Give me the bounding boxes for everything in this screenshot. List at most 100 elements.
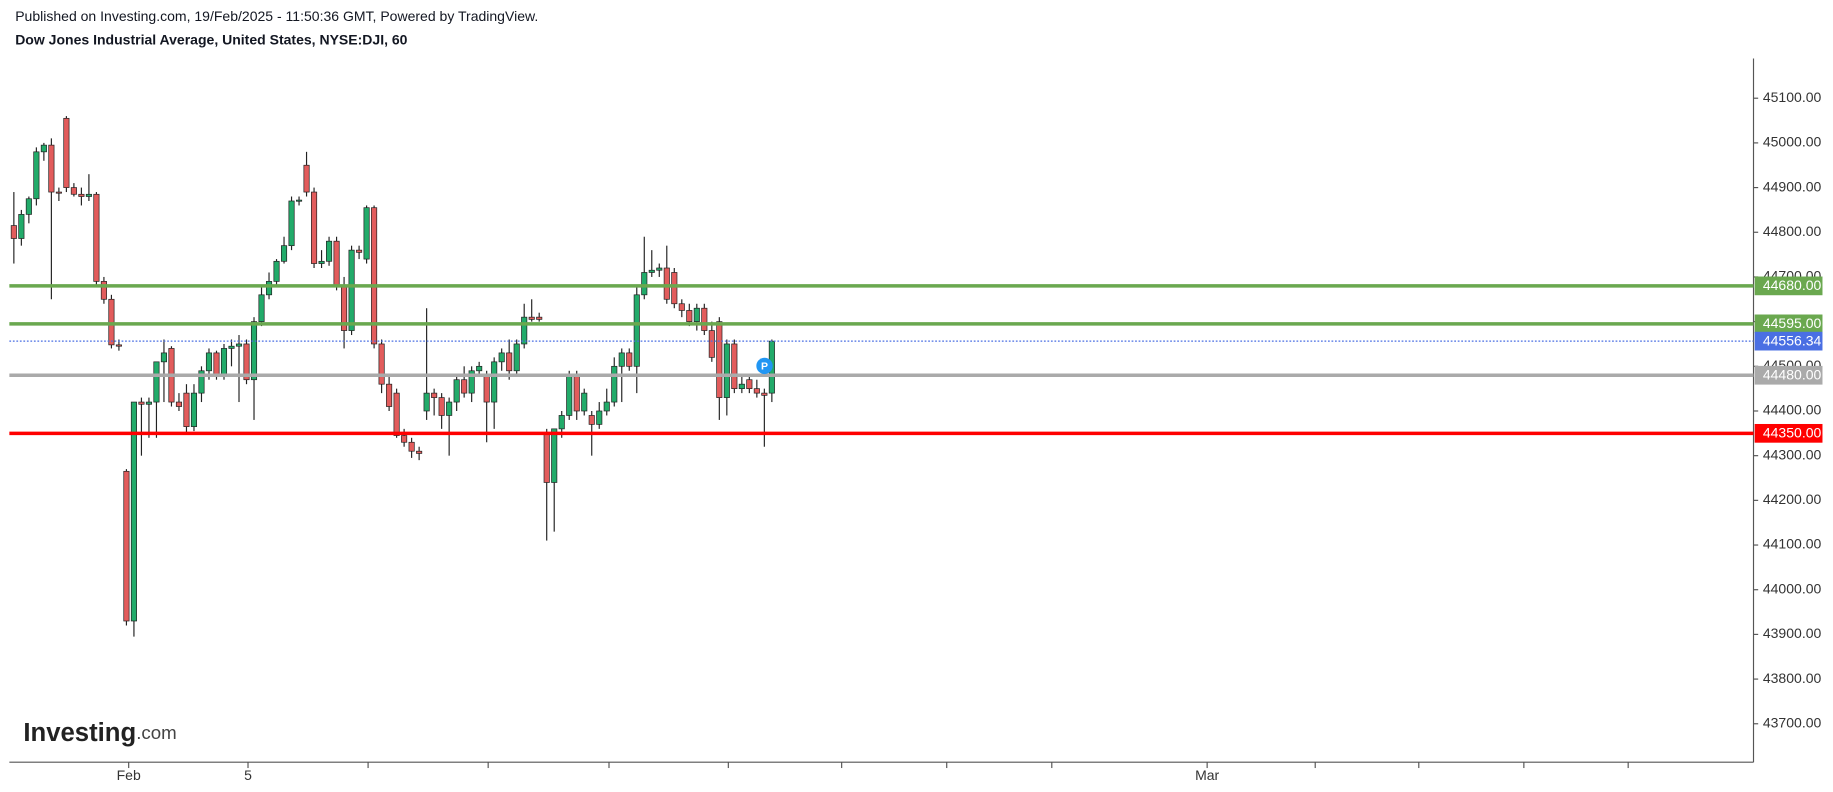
event-marker xyxy=(756,357,773,375)
candle-body xyxy=(558,415,565,430)
candle-body xyxy=(468,370,475,394)
candle-body xyxy=(213,352,220,376)
candle-body xyxy=(746,379,753,390)
y-tick-label: 44200.00 xyxy=(1763,491,1822,507)
candle-body xyxy=(423,392,430,412)
logo-suffix: .com xyxy=(136,722,176,743)
candle-body xyxy=(521,316,528,345)
candle-body xyxy=(371,207,378,345)
candle-body xyxy=(446,401,453,416)
candle-body xyxy=(536,316,543,320)
candle-body xyxy=(656,267,663,271)
candle-body xyxy=(498,352,505,363)
candle-body xyxy=(228,345,235,349)
level-label: 44556.34 xyxy=(1763,332,1822,348)
candle-body xyxy=(596,410,603,425)
candle-body xyxy=(476,365,483,372)
candle-body xyxy=(528,316,535,320)
candle-body xyxy=(461,379,468,394)
candle-body xyxy=(641,272,648,296)
candle-body xyxy=(693,307,700,322)
candle-body xyxy=(318,260,325,264)
candle-body xyxy=(296,199,303,202)
candle-body xyxy=(250,321,258,381)
candle-body xyxy=(303,164,310,193)
candle-body xyxy=(115,344,122,347)
plot-area: 43700.00 43800.00 43900.00 44000.00 44100.00… xyxy=(9,89,1823,783)
candle-body xyxy=(678,303,685,311)
level-label: 44680.00 xyxy=(1763,277,1822,293)
candle-body xyxy=(70,187,77,195)
x-tick-label: Feb xyxy=(117,767,141,783)
candle-body xyxy=(220,348,228,376)
candle-body xyxy=(205,352,213,372)
y-tick-label: 44800.00 xyxy=(1763,223,1822,239)
candle-body xyxy=(18,214,25,239)
candle-body xyxy=(708,330,715,358)
candle-body xyxy=(626,352,633,367)
candle-body xyxy=(416,450,423,454)
level-label-box xyxy=(1754,276,1823,296)
level-label: 44595.00 xyxy=(1763,315,1822,331)
candle-body xyxy=(356,249,363,253)
level-label: 44480.00 xyxy=(1763,367,1822,383)
x-tick-label: 5 xyxy=(244,767,252,783)
candle-body xyxy=(378,343,385,385)
level-label-box xyxy=(1754,423,1823,443)
candle-body xyxy=(63,117,70,188)
candle-body xyxy=(506,352,513,372)
candle-body xyxy=(153,361,160,403)
candle-body xyxy=(581,392,588,412)
level-label: 44350.00 xyxy=(1763,425,1822,441)
y-tick-label: 44300.00 xyxy=(1763,446,1822,462)
candle-body xyxy=(243,343,250,381)
candle-body xyxy=(671,272,678,305)
candle-body xyxy=(753,388,760,394)
candle-body xyxy=(108,298,115,346)
y-tick-label: 43800.00 xyxy=(1763,670,1822,686)
candle-body xyxy=(761,392,768,396)
candle-body xyxy=(25,198,32,215)
logo: Investing.com xyxy=(23,719,176,747)
candle-body xyxy=(235,343,243,347)
candle-body xyxy=(33,151,40,200)
candle-body xyxy=(438,397,445,416)
y-tick-label: 45000.00 xyxy=(1763,134,1822,150)
level-label-box xyxy=(1754,365,1823,385)
candle-body xyxy=(198,370,205,394)
candle-body xyxy=(175,401,183,407)
y-tick-label: 45100.00 xyxy=(1763,89,1822,105)
candle-body xyxy=(551,428,558,483)
y-tick-label: 44900.00 xyxy=(1763,178,1822,194)
candle-body xyxy=(611,365,618,403)
candle-body xyxy=(311,191,318,264)
candle-body xyxy=(588,415,595,425)
candle-body xyxy=(280,245,288,262)
y-tick-label: 43900.00 xyxy=(1763,625,1822,641)
candle-body xyxy=(10,225,17,239)
candle-body xyxy=(183,392,190,427)
candle-body xyxy=(130,401,137,622)
logo-name: Investing xyxy=(23,719,136,747)
candle-body xyxy=(431,392,438,398)
x-tick-label: Mar xyxy=(1195,767,1219,783)
candle-body xyxy=(123,470,130,622)
candle-body xyxy=(160,352,167,363)
candle-body xyxy=(648,269,655,273)
candle-body xyxy=(265,281,273,296)
candle-body xyxy=(603,401,610,412)
y-tick-label: 44000.00 xyxy=(1763,580,1822,596)
candle-body xyxy=(145,401,152,405)
candle-body xyxy=(408,441,415,452)
candle-body xyxy=(393,392,400,436)
candle-body xyxy=(618,352,625,367)
candle-body xyxy=(723,343,730,398)
y-tick-label: 44400.00 xyxy=(1763,402,1822,418)
candle-body xyxy=(716,321,723,398)
candle-body xyxy=(633,294,640,367)
candle-body xyxy=(513,343,520,372)
candle-body xyxy=(190,392,198,427)
published-note: Published on Investing.com, 19/Feb/2025 … xyxy=(15,8,538,24)
